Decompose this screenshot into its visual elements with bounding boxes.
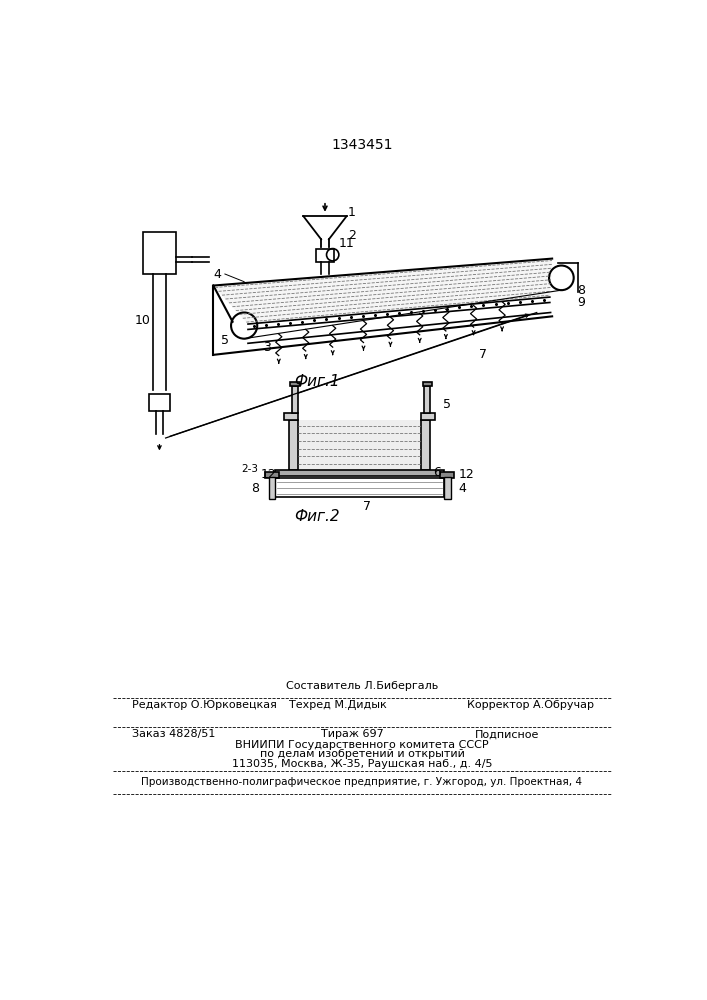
Text: Редактор О.Юрковецкая: Редактор О.Юрковецкая xyxy=(132,700,277,710)
Text: Тираж 697: Тираж 697 xyxy=(321,729,384,739)
Text: 6: 6 xyxy=(433,466,440,479)
Bar xyxy=(424,386,431,413)
Polygon shape xyxy=(298,420,421,470)
Text: Фиг.2: Фиг.2 xyxy=(295,509,340,524)
Bar xyxy=(148,394,170,411)
Text: 4: 4 xyxy=(458,482,466,495)
Bar xyxy=(440,472,455,478)
Text: Заказ 4828/51: Заказ 4828/51 xyxy=(132,729,216,739)
Text: 5: 5 xyxy=(443,398,451,411)
Text: 12: 12 xyxy=(458,468,474,481)
Bar xyxy=(423,382,432,386)
Text: 2-3: 2-3 xyxy=(241,464,258,474)
Text: Подписное: Подписное xyxy=(475,729,539,739)
Text: 7: 7 xyxy=(479,348,487,361)
Text: 1: 1 xyxy=(348,206,356,219)
Text: Техред М.Дидык: Техред М.Дидык xyxy=(288,700,387,710)
Bar xyxy=(444,477,450,499)
Text: Производственно-полиграфическое предприятие, г. Ужгород, ул. Проектная, 4: Производственно-полиграфическое предприя… xyxy=(141,777,583,787)
Text: 113035, Москва, Ж-35, Раушская наб., д. 4/5: 113035, Москва, Ж-35, Раушская наб., д. … xyxy=(232,759,492,769)
Text: 8: 8 xyxy=(252,482,259,495)
Text: Составитель Л.Бибергаль: Составитель Л.Бибергаль xyxy=(286,681,438,691)
Bar xyxy=(421,413,435,420)
Text: 11: 11 xyxy=(339,237,354,250)
Text: 3: 3 xyxy=(263,341,271,354)
Text: 2: 2 xyxy=(348,229,356,242)
Text: 7: 7 xyxy=(363,500,371,513)
Text: 8: 8 xyxy=(577,284,585,297)
Text: 5: 5 xyxy=(221,334,229,347)
Bar xyxy=(291,382,300,386)
Bar xyxy=(288,420,298,470)
Bar xyxy=(269,477,275,499)
Bar xyxy=(275,470,444,476)
Bar xyxy=(421,420,431,470)
Text: 12: 12 xyxy=(261,468,276,481)
Text: 9: 9 xyxy=(577,296,585,309)
Bar xyxy=(284,413,298,420)
Bar xyxy=(275,478,444,497)
Polygon shape xyxy=(214,259,552,324)
Bar xyxy=(265,472,279,478)
Text: 1343451: 1343451 xyxy=(331,138,392,152)
Text: по делам изобретений и открытий: по делам изобретений и открытий xyxy=(259,749,464,759)
Bar xyxy=(143,232,176,274)
Text: ВНИИПИ Государственного комитета СССР: ВНИИПИ Государственного комитета СССР xyxy=(235,740,489,750)
Text: 10: 10 xyxy=(134,314,151,327)
Text: 4: 4 xyxy=(214,267,221,280)
Text: Фиг.1: Фиг.1 xyxy=(295,374,340,389)
Text: Корректор А.Обручар: Корректор А.Обручар xyxy=(467,700,595,710)
Bar xyxy=(292,386,298,413)
Bar xyxy=(316,249,334,262)
